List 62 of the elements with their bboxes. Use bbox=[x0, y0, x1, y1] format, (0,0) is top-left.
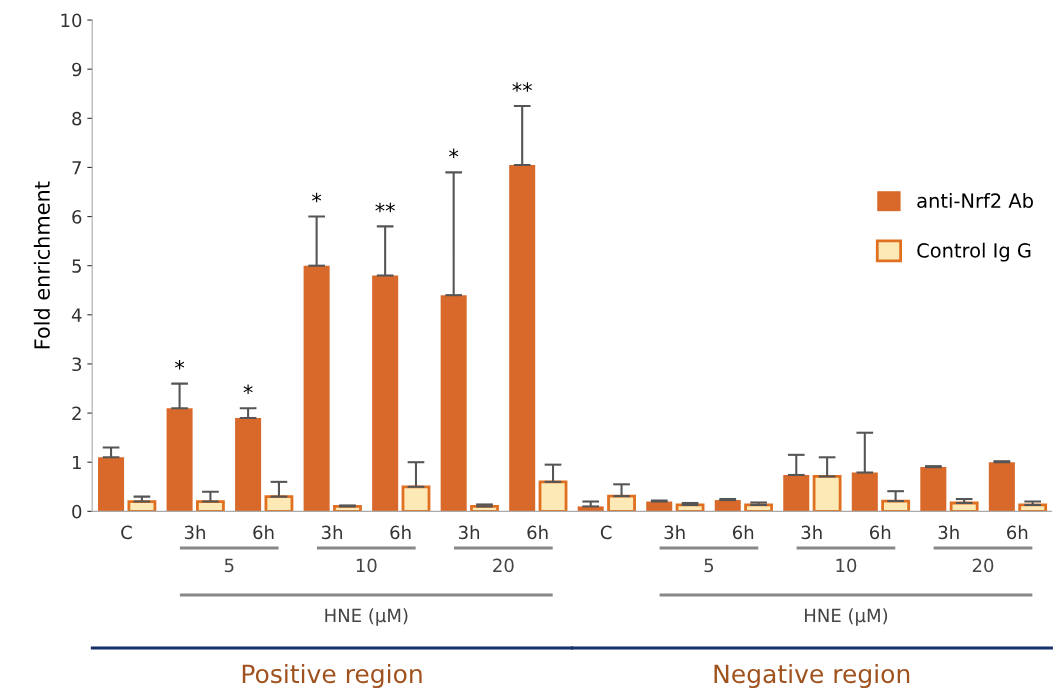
text: 5 bbox=[224, 558, 234, 573]
bar bbox=[401, 485, 431, 512]
y-tick-label: 1 bbox=[72, 455, 81, 470]
bar bbox=[783, 474, 810, 512]
x-tick-label: 3h bbox=[184, 525, 205, 540]
y-tick-label: 2 bbox=[72, 406, 81, 420]
bar bbox=[98, 457, 125, 512]
x-tick-label: C bbox=[600, 525, 612, 540]
legend-label: Control Ig G bbox=[917, 242, 1031, 262]
x-tick-label: 6h bbox=[253, 525, 274, 540]
text: 10 bbox=[356, 558, 377, 573]
annotation: * bbox=[312, 192, 322, 203]
bar bbox=[509, 164, 536, 512]
x-tick-label: 6h bbox=[527, 525, 548, 540]
text: Negative region bbox=[714, 663, 910, 689]
x-tick-label: 6h bbox=[870, 525, 891, 540]
bar bbox=[812, 475, 842, 512]
x-tick-label: 6h bbox=[732, 525, 754, 540]
y-tick-label: 4 bbox=[71, 308, 82, 322]
bar bbox=[881, 499, 911, 512]
text: 20 bbox=[493, 558, 514, 573]
legend-label: anti-Nrf2 Ab bbox=[917, 192, 1033, 209]
bar bbox=[714, 500, 741, 512]
bar bbox=[920, 467, 947, 512]
bar bbox=[851, 472, 878, 512]
y-tick-label: 8 bbox=[72, 111, 82, 126]
y-axis-title: Fold enrichment bbox=[33, 181, 50, 349]
text: 5 bbox=[704, 558, 714, 573]
text: Positive region bbox=[242, 663, 422, 689]
x-tick-label: 3h bbox=[801, 525, 822, 540]
bar bbox=[440, 295, 467, 512]
bar bbox=[264, 495, 294, 512]
annotation: * bbox=[243, 384, 253, 394]
y-tick-label: 6 bbox=[72, 210, 82, 224]
x-tick-label: 3h bbox=[938, 525, 959, 540]
annotation: * bbox=[175, 359, 185, 370]
x-tick-label: 3h bbox=[459, 525, 480, 540]
x-tick-label: 6h bbox=[1007, 525, 1028, 540]
x-tick-label: C bbox=[121, 525, 132, 540]
annotation: * bbox=[449, 148, 459, 159]
y-tick-label: 7 bbox=[72, 161, 81, 175]
bar bbox=[372, 275, 399, 512]
bar bbox=[235, 417, 262, 512]
text: HNE (µM) bbox=[805, 608, 888, 626]
bar bbox=[303, 265, 330, 512]
y-tick-label: 5 bbox=[72, 259, 81, 273]
y-tick-label: 3 bbox=[72, 357, 82, 372]
x-tick-label: 6h bbox=[390, 525, 411, 540]
bar bbox=[607, 494, 636, 512]
text: 20 bbox=[972, 558, 994, 573]
x-tick-label: 3h bbox=[321, 525, 342, 540]
x-tick-label: 3h bbox=[664, 525, 685, 540]
text: HNE (µM) bbox=[325, 608, 408, 626]
text: 10 bbox=[836, 558, 857, 573]
y-tick-label: 0 bbox=[72, 504, 82, 519]
bar bbox=[166, 408, 193, 512]
annotation: ** bbox=[375, 202, 395, 213]
y-tick-label: 10 bbox=[61, 13, 82, 28]
y-tick-label: 9 bbox=[72, 62, 82, 77]
bar bbox=[538, 480, 568, 512]
annotation: ** bbox=[512, 82, 532, 92]
bar bbox=[988, 462, 1015, 512]
